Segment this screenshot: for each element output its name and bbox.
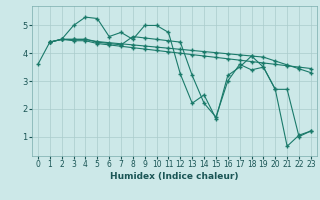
X-axis label: Humidex (Indice chaleur): Humidex (Indice chaleur) [110,172,239,181]
